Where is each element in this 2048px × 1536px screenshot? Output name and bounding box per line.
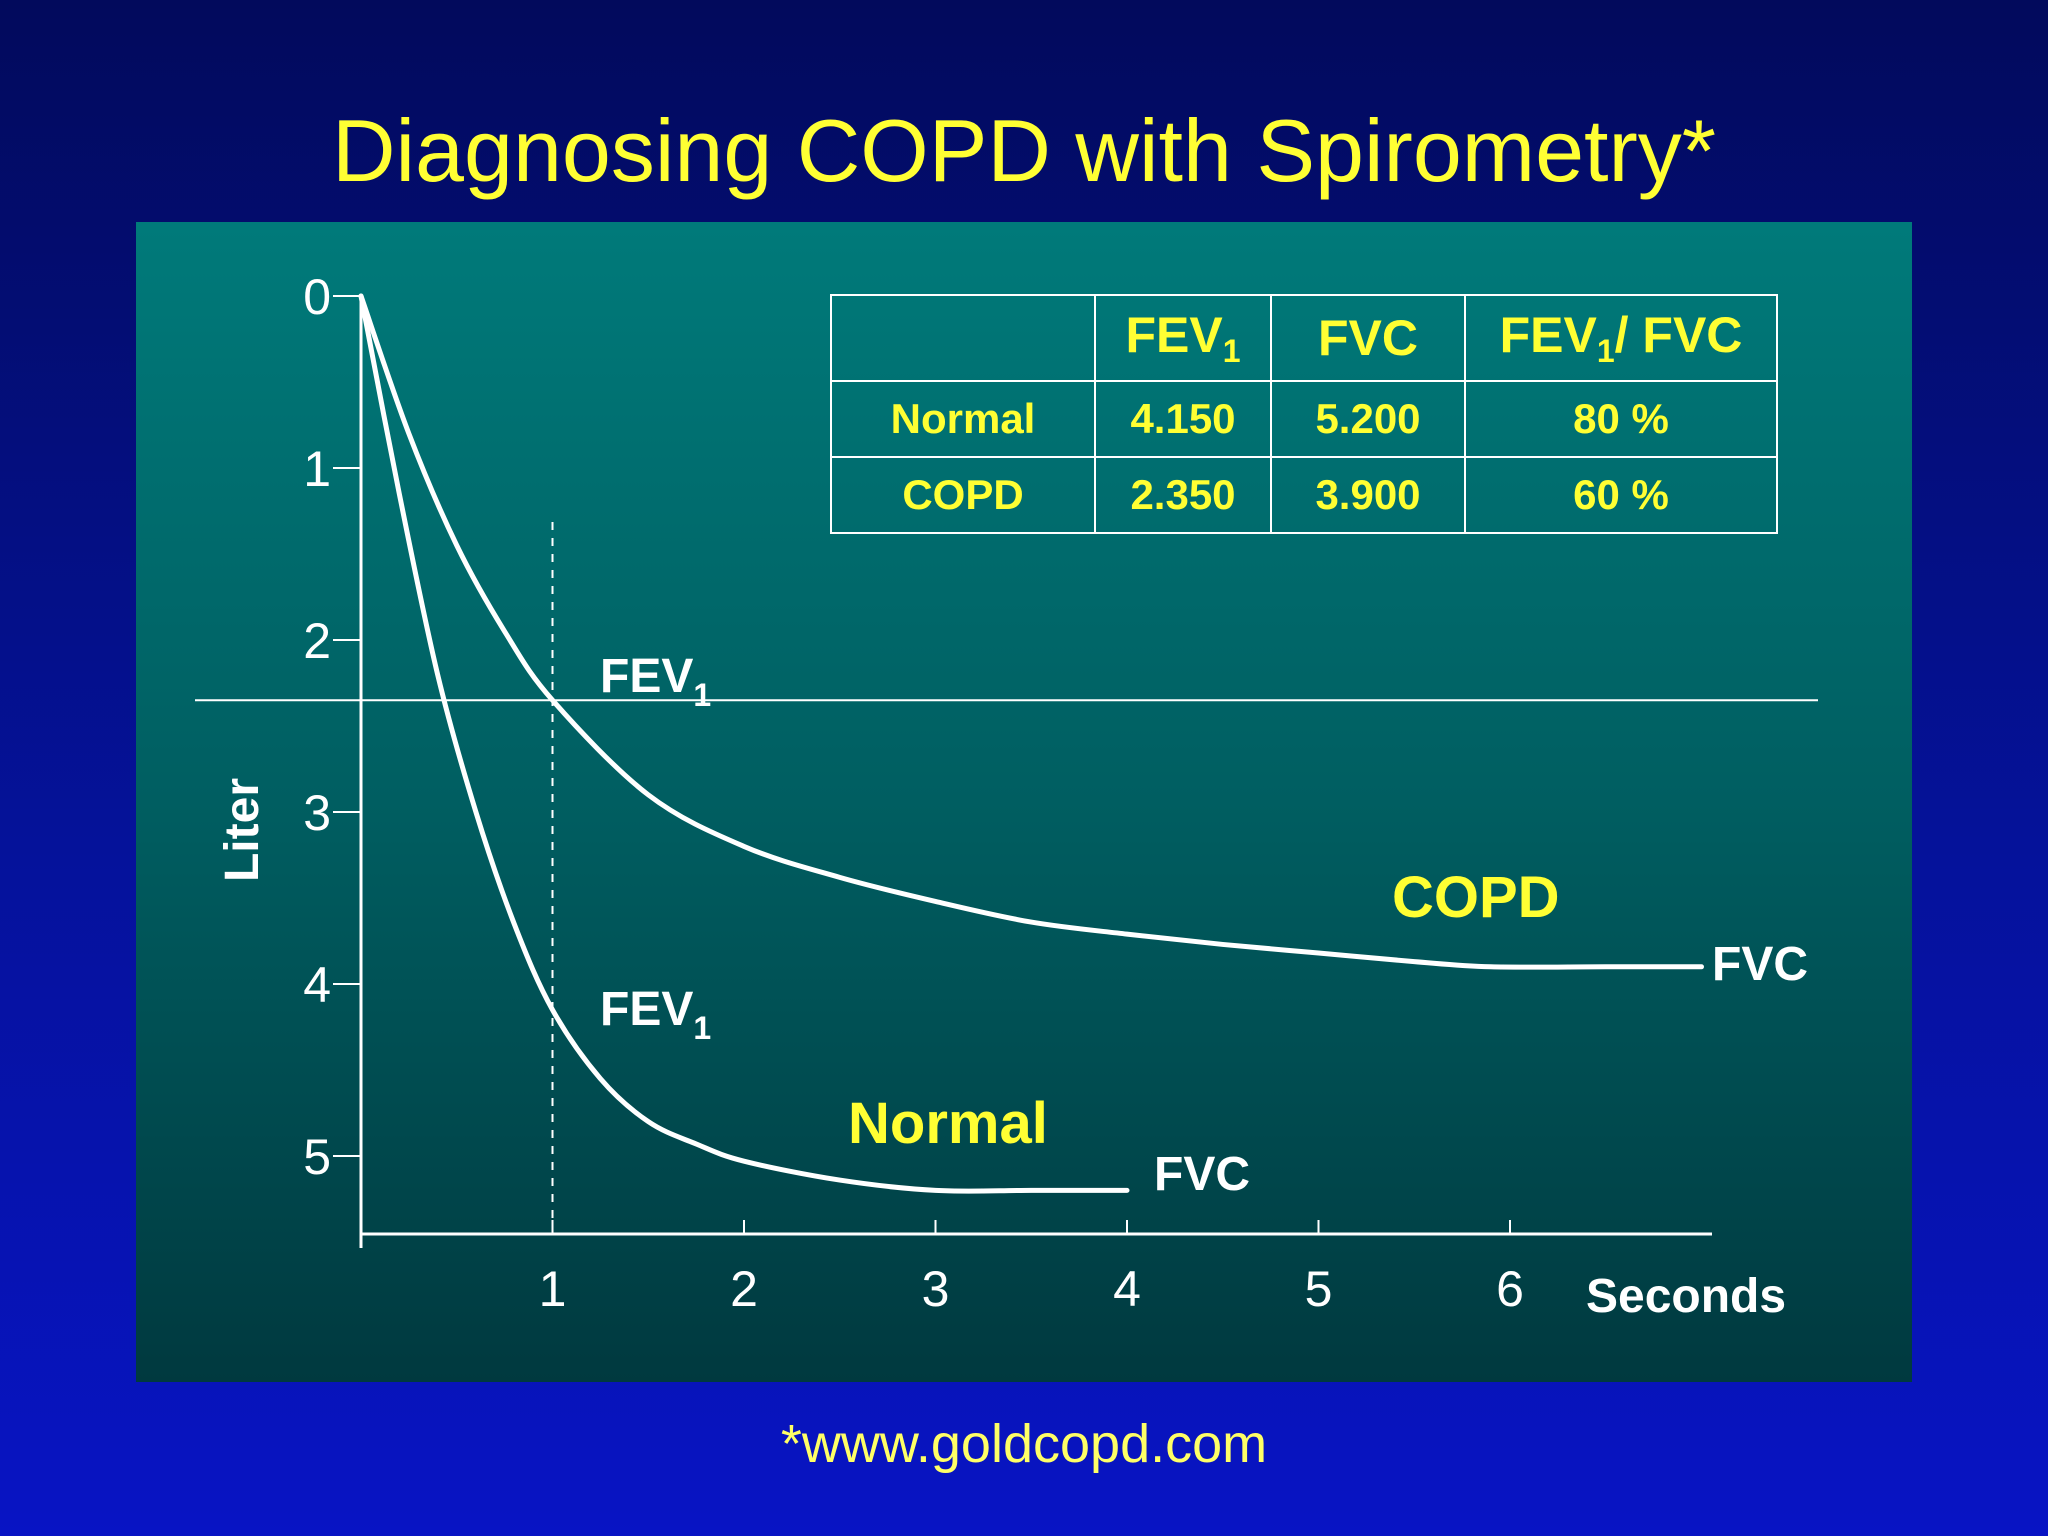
results-table: FEV1 FVC FEV1/ FVC Normal 4.150 5.200 80… <box>830 294 1778 534</box>
x-tick-label: 3 <box>922 1261 950 1317</box>
y-tick-label: 4 <box>303 957 331 1013</box>
series-line-copd <box>358 293 1704 970</box>
x-tick-label: 4 <box>1113 1261 1141 1317</box>
series-label-normal: Normal <box>848 1091 1048 1156</box>
x-tick-label: 2 <box>730 1261 758 1317</box>
reference-lines <box>195 522 1818 1234</box>
fev1-label-copd: FEV1 <box>600 650 711 713</box>
fvc-label-copd: FVC <box>1712 938 1808 991</box>
table-cell-fev1: 4.150 <box>1094 380 1272 458</box>
slide-title: Diagnosing COPD with Spirometry* <box>331 101 1717 200</box>
source-footnote: *www.goldcopd.com <box>780 1414 1268 1474</box>
x-tick-label: 1 <box>539 1261 567 1317</box>
y-tick-label: 0 <box>303 269 331 325</box>
table-cell-ratio: 80 % <box>1464 380 1778 458</box>
table-row: Normal 4.150 5.200 80 % <box>830 380 1778 458</box>
table-row-label: Normal <box>830 380 1096 458</box>
y-axis-label: Liter <box>216 778 269 882</box>
fvc-label-normal: FVC <box>1154 1148 1250 1201</box>
table-row-label: COPD <box>830 456 1096 534</box>
table-cell-fvc: 3.900 <box>1270 456 1466 534</box>
table-header-fvc: FVC <box>1270 294 1466 382</box>
table-row: COPD 2.350 3.900 60 % <box>830 456 1778 534</box>
series-label-copd: COPD <box>1392 865 1560 930</box>
chart-annotations: FEV1 FEV1 FVC FVC COPD Normal <box>600 650 1808 1201</box>
series-curves <box>358 293 1704 1194</box>
table-header-fev1: FEV1 <box>1094 294 1272 382</box>
x-axis-label: Seconds <box>1586 1270 1786 1323</box>
table-cell-fvc: 5.200 <box>1270 380 1466 458</box>
series-line-normal <box>358 293 1130 1194</box>
table-header-empty <box>830 294 1096 382</box>
x-tick-label: 6 <box>1496 1261 1524 1317</box>
axes: 0 1 2 3 4 5 1 2 3 4 5 6 Seconds Liter <box>216 269 1786 1323</box>
fev1-label-normal: FEV1 <box>600 983 711 1046</box>
table-cell-ratio: 60 % <box>1464 456 1778 534</box>
y-tick-label: 3 <box>303 785 331 841</box>
table-cell-fev1: 2.350 <box>1094 456 1272 534</box>
table-header-ratio: FEV1/ FVC <box>1464 294 1778 382</box>
x-tick-label: 5 <box>1305 1261 1333 1317</box>
y-tick-label: 2 <box>303 613 331 669</box>
table-header-row: FEV1 FVC FEV1/ FVC <box>830 294 1778 382</box>
y-tick-label: 5 <box>303 1129 331 1185</box>
y-tick-label: 1 <box>303 441 331 497</box>
